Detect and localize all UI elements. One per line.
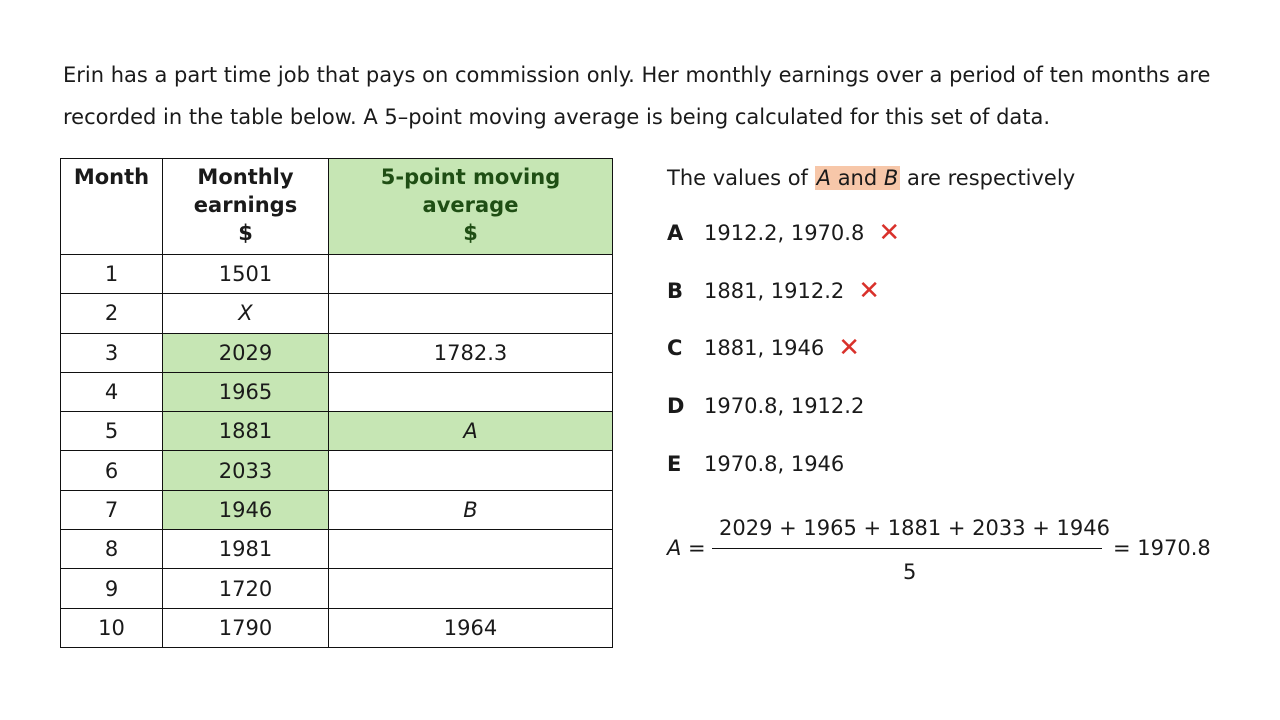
fraction-bar: [712, 548, 1102, 549]
cross-icon: ✕: [838, 333, 861, 363]
highlighted-variables: A and B: [814, 166, 901, 190]
month-cell: 7: [60, 489, 163, 531]
month-cell: 5: [60, 411, 163, 452]
option-d[interactable]: D 1970.8, 1912.2: [667, 394, 865, 418]
option-c[interactable]: C 1881, 1946 ✕: [667, 333, 861, 363]
earnings-cell: 1881: [162, 411, 329, 452]
earnings-cell: 1790: [162, 607, 329, 648]
earnings-cell: X: [162, 293, 329, 334]
table-row: 10 1790 1964: [60, 607, 613, 648]
table-row: 1 1501: [60, 253, 613, 295]
table-row: 5 1881 A: [60, 411, 613, 452]
option-b[interactable]: B 1881, 1912.2 ✕: [667, 276, 881, 306]
header-moving-average: 5-point moving average $: [328, 158, 613, 255]
table-row: 7 1946 B: [60, 489, 613, 531]
moving-average-cell: 1964: [328, 607, 613, 648]
header-monthly-earnings: Monthly earnings $: [162, 158, 329, 255]
earnings-cell: 1946: [162, 489, 329, 531]
option-e[interactable]: E 1970.8, 1946: [667, 452, 845, 476]
earnings-cell: 1981: [162, 529, 329, 570]
formula-result: = 1970.8: [1113, 536, 1211, 560]
table-row: 6 2033: [60, 450, 613, 491]
month-cell: 2: [60, 293, 163, 334]
month-cell: 1: [60, 253, 163, 295]
moving-average-cell: [328, 529, 613, 570]
earnings-cell: 2029: [162, 332, 329, 373]
earnings-table: Month Monthly earnings $ 5-point moving …: [60, 158, 613, 648]
earnings-cell: 1965: [162, 371, 329, 413]
moving-average-cell: [328, 293, 613, 334]
moving-average-cell: [328, 371, 613, 413]
formula-lhs: A =: [667, 536, 706, 560]
month-cell: 10: [60, 607, 163, 648]
problem-intro: Erin has a part time job that pays on co…: [63, 63, 1211, 129]
month-cell: 8: [60, 529, 163, 570]
formula-numerator: 2029 + 1965 + 1881 + 2033 + 1946: [719, 516, 1111, 540]
question-text: The values of A and B are respectively: [667, 166, 1076, 190]
moving-average-cell: A: [328, 411, 613, 452]
earnings-cell: 1501: [162, 253, 329, 295]
month-cell: 9: [60, 568, 163, 609]
table-row: 8 1981: [60, 529, 613, 570]
moving-average-cell: [328, 450, 613, 491]
table-row: 3 2029 1782.3: [60, 332, 613, 373]
earnings-cell: 2033: [162, 450, 329, 491]
cross-icon: ✕: [858, 276, 881, 306]
cross-icon: ✕: [878, 218, 901, 248]
header-month: Month: [60, 158, 163, 255]
table-row: 4 1965: [60, 371, 613, 413]
table-row: 9 1720: [60, 568, 613, 609]
month-cell: 3: [60, 332, 163, 373]
month-cell: 6: [60, 450, 163, 491]
moving-average-cell: [328, 568, 613, 609]
table-header-row: Month Monthly earnings $ 5-point moving …: [60, 158, 613, 255]
formula-denominator: 5: [903, 560, 917, 584]
moving-average-cell: B: [328, 489, 613, 531]
option-a[interactable]: A 1912.2, 1970.8 ✕: [667, 218, 901, 248]
moving-average-cell: 1782.3: [328, 332, 613, 373]
earnings-cell: 1720: [162, 568, 329, 609]
moving-average-cell: [328, 253, 613, 295]
month-cell: 4: [60, 371, 163, 413]
